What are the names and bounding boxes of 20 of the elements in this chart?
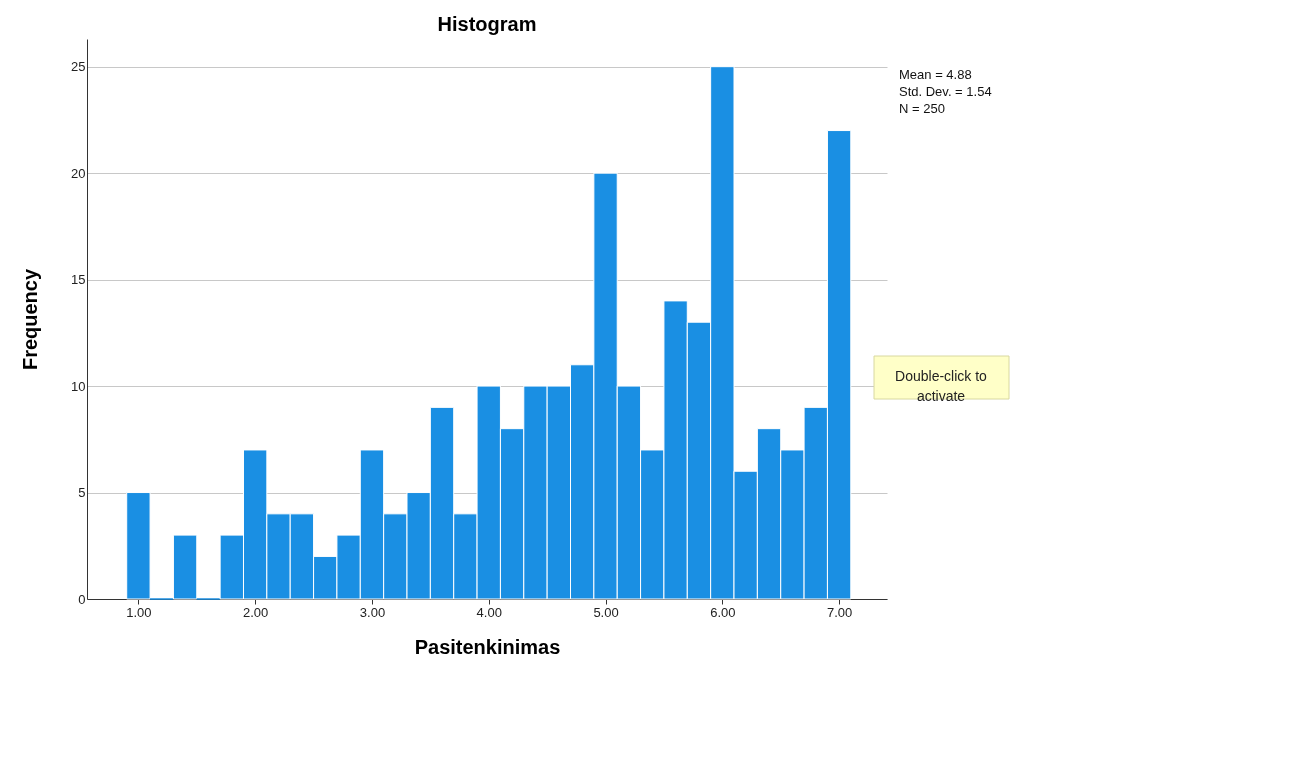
x-tick-label: 6.00 xyxy=(710,604,736,620)
x-tick-label: 5.00 xyxy=(593,604,619,620)
x-tick-label: 3.00 xyxy=(359,604,386,620)
y-tick-label: 20 xyxy=(71,165,86,181)
y-tick-label: 5 xyxy=(78,485,86,501)
text: N = 250 xyxy=(899,101,945,116)
y-tick-label: 10 xyxy=(71,378,86,394)
y-tick-label: 0 xyxy=(78,591,86,607)
text: Mean = 4.88 xyxy=(899,67,972,82)
x-tick-label: 7.00 xyxy=(826,604,853,620)
x-axis-title: Pasitenkinimas xyxy=(414,635,561,658)
y-tick-label: 25 xyxy=(71,59,86,75)
chart-title: Histogram xyxy=(437,13,537,35)
text: Std. Dev. = 1.54 xyxy=(899,84,992,99)
y-axis-title: Frequency xyxy=(19,268,42,371)
x-tick-label: 1.00 xyxy=(126,604,152,620)
x-tick-label: 4.00 xyxy=(476,604,502,620)
y-tick-label: 15 xyxy=(71,272,86,288)
text: Double-click to activate xyxy=(895,368,988,404)
x-tick-label: 2.00 xyxy=(243,604,269,620)
